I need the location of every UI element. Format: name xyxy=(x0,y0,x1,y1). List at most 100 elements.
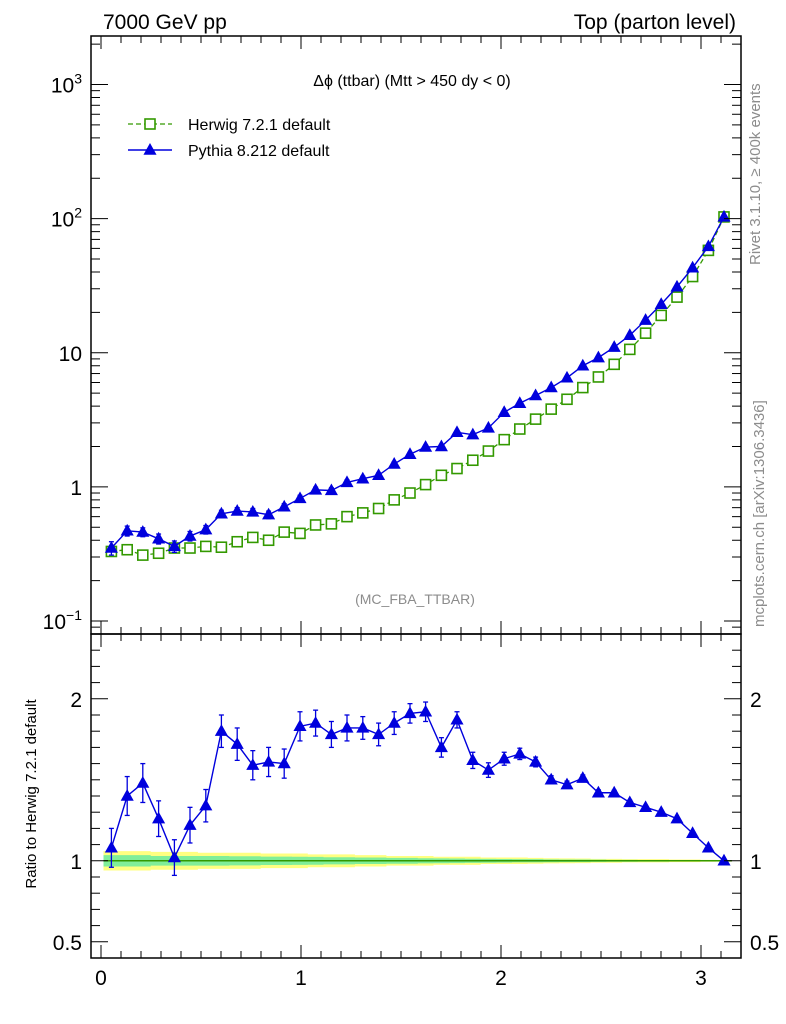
legend-herwig-label: Herwig 7.2.1 default xyxy=(188,117,331,134)
pythia-point xyxy=(623,328,637,340)
pythia-ratio-point xyxy=(120,788,134,801)
pythia-ratio-point xyxy=(639,800,653,813)
pythia-point xyxy=(152,531,166,544)
herwig-point xyxy=(341,510,353,523)
ratio-panel: 0 1 2 3 0.5 0.5 1 1 2 2 Ratio to Herwig 7.2.1 def… xyxy=(23,633,779,990)
y-tick-label: 102 xyxy=(51,205,82,232)
pythia-point xyxy=(419,440,433,452)
pythia-ratio-line xyxy=(110,711,725,862)
pythia-ratio-point xyxy=(293,719,307,732)
pythia-ratio-point xyxy=(104,840,118,853)
pythia-ratio-point xyxy=(513,746,527,759)
y-tick-label: 10−1 xyxy=(43,607,83,634)
herwig-point xyxy=(184,542,196,554)
pythia-point xyxy=(120,523,134,536)
pythia-ratio-point xyxy=(324,727,338,740)
pythia-point xyxy=(104,541,118,553)
x-tick-label: 2 xyxy=(495,967,507,990)
pythia-ratio-point xyxy=(654,805,668,817)
pythia-ratio-point xyxy=(607,785,621,798)
pythia-ratio-point xyxy=(623,795,637,808)
pythia-ratio-point xyxy=(434,740,448,753)
herwig-point xyxy=(482,445,495,457)
pythia-point xyxy=(372,468,386,480)
pythia-ratio-point xyxy=(497,751,511,764)
x-tick-label: 3 xyxy=(695,967,707,990)
pythia-ratio-point xyxy=(340,720,354,733)
pythia-point xyxy=(403,447,417,459)
legend: Herwig 7.2.1 default Pythia 8.212 default xyxy=(128,117,331,160)
pythia-ratio-point xyxy=(403,706,417,719)
pythia-ratio-point xyxy=(183,818,197,830)
herwig-point xyxy=(671,291,683,303)
pythia-point xyxy=(136,525,150,537)
herwig-point xyxy=(529,413,542,425)
pythia-point xyxy=(607,340,621,352)
herwig-point xyxy=(435,469,448,482)
y-tick-label: 1 xyxy=(70,477,82,500)
herwig-point xyxy=(278,526,291,538)
pythia-line xyxy=(110,216,725,549)
pythia-point xyxy=(293,491,307,504)
pythia-ratio-point xyxy=(544,772,558,785)
herwig-point xyxy=(137,549,149,561)
pythia-point xyxy=(356,471,370,484)
pythia-ratio-point xyxy=(576,771,590,783)
pythia-ratio-point xyxy=(419,704,433,717)
pythia-ratio-point xyxy=(717,853,731,866)
y-tick-label-right: 1 xyxy=(750,851,762,874)
herwig-point xyxy=(372,502,385,515)
herwig-point xyxy=(576,381,589,394)
pythia-point xyxy=(214,506,228,519)
y-tick-label: 103 xyxy=(51,71,82,98)
pythia-point xyxy=(183,529,197,541)
pythia-ratio-point xyxy=(136,776,150,788)
pythia-ratio-point xyxy=(214,724,228,736)
y-tick-label-right: 2 xyxy=(750,689,762,712)
herwig-point xyxy=(121,543,133,556)
pythia-ratio-point xyxy=(466,753,480,766)
pythia-point xyxy=(230,504,244,516)
pythia-ratio-point xyxy=(387,716,401,728)
herwig-point xyxy=(404,487,416,499)
pythia-ratio-point xyxy=(450,712,464,725)
x-tick-label: 1 xyxy=(295,967,307,990)
pythia-ratio-point xyxy=(152,811,166,824)
pythia-point xyxy=(654,297,668,309)
pythia-ratio-point xyxy=(481,763,495,775)
ratio-data-layer xyxy=(103,701,732,877)
plot-title: Δϕ (ttbar) (Mtt > 450 dy < 0) xyxy=(313,73,511,90)
herwig-point xyxy=(655,309,668,322)
herwig-point xyxy=(262,534,275,547)
herwig-point xyxy=(545,403,558,415)
pythia-point xyxy=(246,504,260,517)
pythia-point xyxy=(686,260,700,273)
pythia-ratio-point xyxy=(167,850,181,863)
pythia-ratio-point xyxy=(356,720,370,733)
pythia-point xyxy=(639,313,653,325)
pythia-point xyxy=(324,483,338,496)
herwig-point xyxy=(152,547,165,560)
pythia-point xyxy=(591,350,605,363)
herwig-point xyxy=(388,494,401,506)
pythia-point xyxy=(576,358,590,371)
pythia-point xyxy=(544,380,558,393)
pythia-point xyxy=(167,539,181,552)
pythia-ratio-point xyxy=(591,785,605,798)
main-panel: Δϕ (ttbar) (Mtt > 450 dy < 0) (MC_FBA_TT… xyxy=(43,35,742,635)
pythia-point xyxy=(560,370,574,383)
pythia-point xyxy=(497,405,511,417)
herwig-point xyxy=(356,507,369,519)
pythia-ratio-point xyxy=(230,737,244,749)
pythia-point xyxy=(481,420,495,433)
herwig-point xyxy=(639,327,652,339)
pythia-point xyxy=(670,279,684,292)
herwig-point xyxy=(592,371,605,383)
herwig-point xyxy=(247,531,259,544)
pythia-point xyxy=(513,396,527,408)
pythia-ratio-point xyxy=(246,758,260,770)
legend-pythia-marker xyxy=(143,142,157,155)
pythia-ratio-point xyxy=(199,798,213,811)
pythia-point xyxy=(262,507,276,520)
mcplots-label: mcplots.cern.ch [arXiv:1306.3436] xyxy=(751,400,768,627)
